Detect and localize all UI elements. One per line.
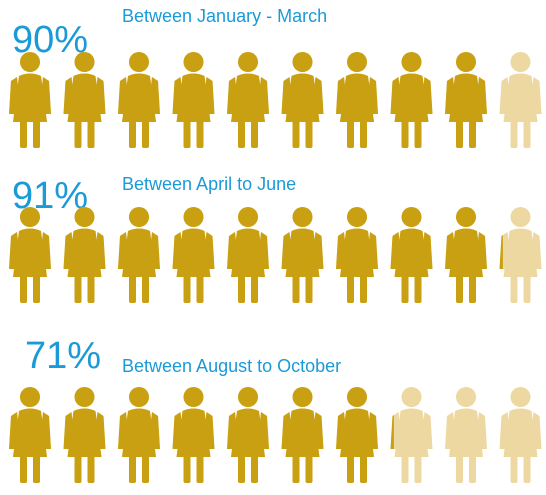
filled-icons bbox=[9, 207, 503, 303]
icon bbox=[445, 52, 487, 148]
row-label: Between January - March bbox=[122, 6, 327, 26]
icon bbox=[63, 387, 106, 483]
icon bbox=[390, 52, 433, 148]
icon bbox=[336, 387, 378, 483]
icon bbox=[281, 387, 324, 483]
icon bbox=[281, 207, 324, 303]
icon bbox=[390, 387, 433, 483]
icon bbox=[227, 207, 269, 303]
icon bbox=[172, 207, 215, 303]
icon bbox=[118, 387, 160, 483]
icon bbox=[172, 52, 215, 148]
icon bbox=[499, 52, 542, 148]
icon bbox=[9, 52, 51, 148]
row-label: Between April to June bbox=[122, 174, 296, 194]
icon bbox=[118, 207, 160, 303]
icon bbox=[445, 207, 487, 303]
icon bbox=[227, 387, 269, 483]
filled-icons bbox=[9, 52, 487, 148]
icon bbox=[118, 52, 160, 148]
icon bbox=[172, 387, 215, 483]
icon bbox=[336, 207, 378, 303]
icon bbox=[499, 387, 542, 483]
icon bbox=[63, 52, 106, 148]
icon bbox=[9, 387, 51, 483]
icon bbox=[499, 207, 542, 303]
icon bbox=[281, 52, 324, 148]
row-label: Between August to October bbox=[122, 356, 341, 376]
icon bbox=[390, 207, 433, 303]
icon bbox=[9, 207, 51, 303]
icon bbox=[445, 387, 487, 483]
icon bbox=[336, 52, 378, 148]
icon bbox=[227, 52, 269, 148]
icon bbox=[63, 207, 106, 303]
percent-label: 71% bbox=[25, 335, 101, 377]
